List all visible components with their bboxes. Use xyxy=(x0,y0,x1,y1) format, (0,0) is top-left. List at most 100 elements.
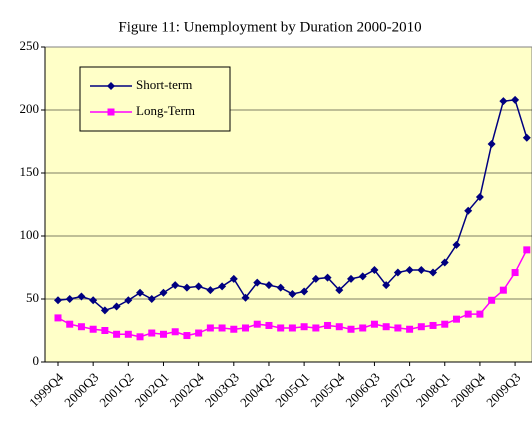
x-tick-label: 2005Q1 xyxy=(272,370,312,410)
point xyxy=(511,269,519,277)
point xyxy=(464,206,473,215)
point xyxy=(335,286,344,295)
y-tick-label: 0 xyxy=(33,353,40,368)
x-tick-label: 1999Q4 xyxy=(26,369,67,410)
point xyxy=(511,95,520,104)
x-tick-label: 2009Q3 xyxy=(483,370,523,410)
point xyxy=(323,273,332,282)
x-tick-label: 2000Q3 xyxy=(61,370,101,410)
point xyxy=(417,266,426,275)
point xyxy=(440,258,449,267)
point xyxy=(276,283,285,292)
point xyxy=(253,278,262,287)
point xyxy=(206,286,215,295)
point xyxy=(171,328,179,336)
point xyxy=(206,324,214,332)
y-tick-label: 100 xyxy=(20,227,40,242)
point xyxy=(311,274,320,283)
legend-label: Long-Term xyxy=(136,103,195,118)
point xyxy=(159,288,168,297)
point xyxy=(522,133,531,142)
point xyxy=(218,324,226,332)
point xyxy=(136,288,145,297)
point xyxy=(229,274,238,283)
point xyxy=(476,310,484,318)
y-tick-label: 50 xyxy=(26,290,39,305)
point xyxy=(242,324,250,332)
legend: Short-term Long-Term xyxy=(79,66,231,132)
point xyxy=(54,314,62,322)
point xyxy=(488,296,496,304)
x-tick-label: 2008Q1 xyxy=(413,370,453,410)
point xyxy=(370,320,378,328)
point xyxy=(194,282,203,291)
point xyxy=(195,329,203,337)
x-tick-label: 2008Q4 xyxy=(448,369,489,410)
point xyxy=(183,332,191,340)
point xyxy=(452,240,461,249)
point xyxy=(382,281,391,290)
point xyxy=(230,325,238,333)
point xyxy=(277,324,285,332)
legend-label: Short-term xyxy=(136,77,192,92)
y-tick-label: 200 xyxy=(20,101,40,116)
point xyxy=(359,324,367,332)
legend-marker xyxy=(107,82,115,90)
point xyxy=(417,323,425,331)
point xyxy=(393,268,402,277)
point xyxy=(182,283,191,292)
legend-box xyxy=(79,66,231,132)
point xyxy=(147,295,156,303)
x-tick-label: 2006Q3 xyxy=(342,370,382,410)
point xyxy=(288,289,297,298)
point xyxy=(264,281,273,290)
point xyxy=(54,296,62,305)
x-tick-label: 2002Q4 xyxy=(167,369,208,410)
point xyxy=(288,324,296,332)
x-tick-label: 2001Q2 xyxy=(96,370,136,410)
point xyxy=(89,325,97,333)
point xyxy=(382,323,390,331)
point xyxy=(429,268,438,277)
point xyxy=(77,323,85,331)
point xyxy=(265,321,273,329)
point xyxy=(112,302,121,311)
x-tick-label: 2002Q1 xyxy=(131,370,171,410)
point xyxy=(124,330,132,338)
point xyxy=(370,266,379,275)
point xyxy=(241,293,250,302)
y-tick-label: 150 xyxy=(20,164,40,179)
y-tick-label: 250 xyxy=(20,38,40,53)
x-tick-label: 2007Q2 xyxy=(378,370,418,410)
point xyxy=(335,323,343,331)
point xyxy=(300,287,309,296)
x-tick-label: 2005Q4 xyxy=(307,369,348,410)
point xyxy=(464,310,472,318)
point xyxy=(171,281,180,290)
point xyxy=(300,323,308,331)
point xyxy=(487,140,496,149)
point xyxy=(113,330,121,338)
point xyxy=(101,327,109,334)
point xyxy=(358,272,367,281)
point xyxy=(347,325,355,333)
point xyxy=(253,320,261,328)
point xyxy=(406,325,414,333)
point xyxy=(136,333,144,341)
point xyxy=(218,282,227,291)
point xyxy=(324,321,332,329)
point xyxy=(159,330,167,338)
point xyxy=(441,320,449,328)
point xyxy=(66,320,74,328)
point xyxy=(452,315,460,323)
point xyxy=(89,296,98,305)
x-tick-label: 2004Q2 xyxy=(237,370,277,410)
point xyxy=(100,306,109,315)
point xyxy=(65,295,74,303)
point xyxy=(148,329,156,337)
point xyxy=(499,97,508,106)
x-tick-label: 2003Q3 xyxy=(202,370,242,410)
chart-title: Figure 11: Unemployment by Duration 2000… xyxy=(118,19,421,35)
